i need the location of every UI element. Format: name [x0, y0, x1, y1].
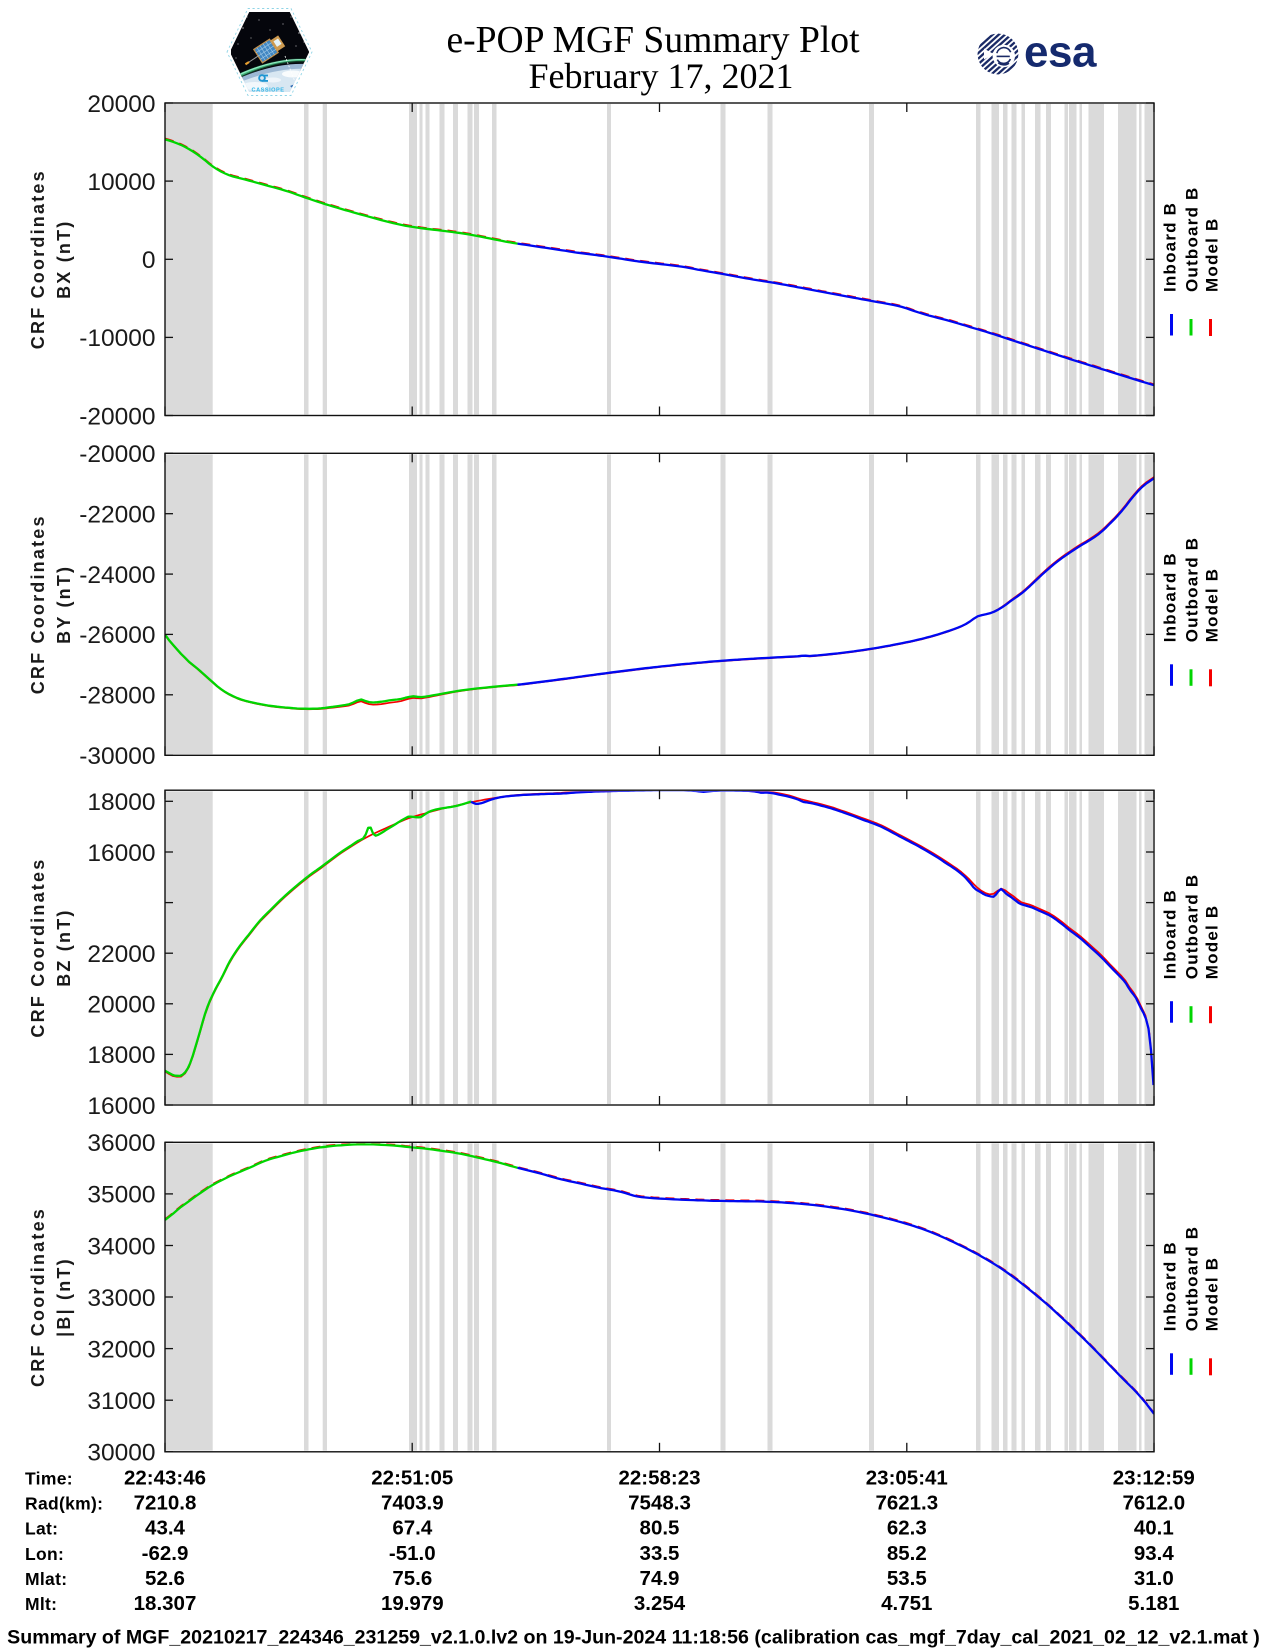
- svg-text:32000: 32000: [87, 1336, 155, 1363]
- svg-text:18000: 18000: [87, 1042, 155, 1069]
- svg-text:BZ (nT): BZ (nT): [54, 908, 74, 986]
- svg-text:22:43:46: 22:43:46: [124, 1467, 206, 1490]
- svg-text:7621.3: 7621.3: [875, 1492, 938, 1515]
- svg-text:67.4: 67.4: [392, 1517, 432, 1540]
- svg-text:10000: 10000: [87, 169, 155, 196]
- svg-text:Mlat:: Mlat:: [25, 1569, 67, 1589]
- svg-text:7210.8: 7210.8: [134, 1492, 197, 1515]
- svg-text:-22000: -22000: [79, 502, 155, 529]
- svg-text:-28000: -28000: [79, 683, 155, 710]
- svg-text:-51.0: -51.0: [389, 1542, 436, 1565]
- svg-text:Model B: Model B: [1203, 217, 1222, 292]
- svg-text:75.6: 75.6: [392, 1567, 432, 1590]
- svg-text:5.181: 5.181: [1128, 1592, 1179, 1615]
- svg-text:22000: 22000: [87, 941, 155, 968]
- svg-text:CASSIOPE: CASSIOPE: [252, 88, 285, 94]
- svg-text:-10000: -10000: [79, 325, 155, 352]
- svg-text:16000: 16000: [87, 1093, 155, 1120]
- svg-text:43.4: 43.4: [145, 1517, 185, 1540]
- svg-text:Inboard B: Inboard B: [1161, 889, 1180, 979]
- svg-text:-24000: -24000: [79, 562, 155, 589]
- svg-text:33000: 33000: [87, 1285, 155, 1312]
- svg-text:Model B: Model B: [1203, 905, 1222, 980]
- svg-text:CRF Coordinates: CRF Coordinates: [28, 169, 48, 349]
- svg-text:22:58:23: 22:58:23: [618, 1467, 700, 1490]
- svg-text:33.5: 33.5: [640, 1542, 680, 1565]
- svg-text:Summary of MGF_20210217_224346: Summary of MGF_20210217_224346_231259_v2…: [7, 1627, 1260, 1649]
- svg-text:Outboard B: Outboard B: [1183, 1226, 1202, 1332]
- svg-text:Rad(km):: Rad(km):: [25, 1494, 103, 1514]
- svg-text:-26000: -26000: [79, 622, 155, 649]
- svg-text:18000: 18000: [87, 789, 155, 816]
- svg-text:Model B: Model B: [1203, 568, 1222, 643]
- svg-text:|B| (nT): |B| (nT): [54, 1257, 74, 1337]
- svg-text:80.5: 80.5: [640, 1517, 680, 1540]
- svg-text:-62.9: -62.9: [142, 1542, 189, 1565]
- svg-text:Time:: Time:: [25, 1469, 73, 1489]
- svg-text:22:51:05: 22:51:05: [371, 1467, 453, 1490]
- svg-text:52.6: 52.6: [145, 1567, 185, 1590]
- svg-text:e-POP MGF Summary Plot: e-POP MGF Summary Plot: [446, 20, 860, 61]
- svg-text:7548.3: 7548.3: [628, 1492, 691, 1515]
- svg-text:BX (nT): BX (nT): [54, 220, 74, 299]
- svg-text:53.5: 53.5: [887, 1567, 927, 1590]
- svg-text:31.0: 31.0: [1134, 1567, 1174, 1590]
- svg-text:36000: 36000: [87, 1130, 155, 1157]
- svg-text:7612.0: 7612.0: [1122, 1492, 1185, 1515]
- svg-text:Outboard B: Outboard B: [1183, 537, 1202, 643]
- svg-text:February 17, 2021: February 17, 2021: [529, 56, 794, 96]
- svg-text:Model B: Model B: [1203, 1257, 1222, 1332]
- svg-text:Mlt:: Mlt:: [25, 1594, 57, 1614]
- svg-text:3.254: 3.254: [634, 1592, 686, 1615]
- svg-text:19.979: 19.979: [381, 1592, 444, 1615]
- svg-text:31000: 31000: [87, 1388, 155, 1415]
- svg-text:16000: 16000: [87, 840, 155, 867]
- svg-text:Outboard B: Outboard B: [1183, 874, 1202, 980]
- svg-text:-30000: -30000: [79, 743, 155, 770]
- svg-text:Outboard B: Outboard B: [1183, 187, 1202, 293]
- svg-text:CRF Coordinates: CRF Coordinates: [28, 858, 48, 1038]
- svg-text:-20000: -20000: [79, 403, 155, 430]
- svg-text:35000: 35000: [87, 1182, 155, 1209]
- svg-text:esa: esa: [1024, 28, 1097, 77]
- svg-text:62.3: 62.3: [887, 1517, 927, 1540]
- svg-text:40.1: 40.1: [1134, 1517, 1174, 1540]
- svg-text:23:05:41: 23:05:41: [866, 1467, 948, 1490]
- svg-text:30000: 30000: [87, 1440, 155, 1467]
- svg-text:CRF Coordinates: CRF Coordinates: [28, 514, 48, 694]
- svg-text:4.751: 4.751: [881, 1592, 932, 1615]
- svg-text:20000: 20000: [87, 91, 155, 118]
- svg-text:93.4: 93.4: [1134, 1542, 1174, 1565]
- svg-text:Inboard B: Inboard B: [1161, 1241, 1180, 1331]
- svg-text:20000: 20000: [87, 992, 155, 1019]
- svg-text:CRF Coordinates: CRF Coordinates: [28, 1207, 48, 1387]
- svg-text:Lat:: Lat:: [25, 1519, 58, 1539]
- svg-text:18.307: 18.307: [134, 1592, 197, 1615]
- svg-text:BY (nT): BY (nT): [54, 565, 74, 644]
- svg-text:Lon:: Lon:: [25, 1544, 64, 1564]
- svg-text:85.2: 85.2: [887, 1542, 927, 1565]
- svg-text:-20000: -20000: [79, 441, 155, 468]
- svg-text:74.9: 74.9: [640, 1567, 680, 1590]
- svg-text:Inboard B: Inboard B: [1161, 552, 1180, 642]
- svg-text:23:12:59: 23:12:59: [1113, 1467, 1195, 1490]
- svg-text:7403.9: 7403.9: [381, 1492, 444, 1515]
- svg-text:34000: 34000: [87, 1233, 155, 1260]
- svg-text:Inboard B: Inboard B: [1161, 202, 1180, 292]
- svg-text:0: 0: [142, 247, 156, 274]
